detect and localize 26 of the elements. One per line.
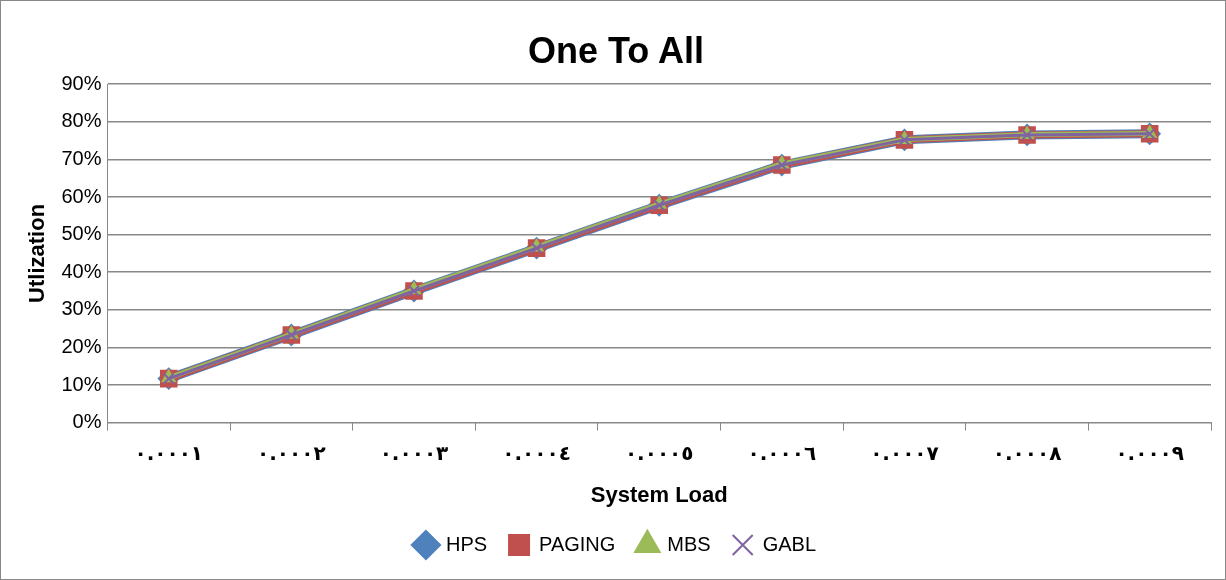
y-axis-title: Utlization	[24, 203, 50, 303]
x-tick-label: ٠.٠٠٠٨	[992, 440, 1062, 465]
x-tick-label: ٠.٠٠٠٦	[747, 440, 817, 465]
y-tick-label: 60%	[61, 184, 102, 207]
x-tick-label: ٠.٠٠٠٥	[624, 440, 694, 465]
x-tick-label: ٠.٠٠٠٢	[257, 440, 326, 465]
x-tick-label: ٠.٠٠٠٣	[379, 440, 449, 465]
legend-label: HPS	[445, 532, 488, 555]
x-tick-label: ٠.٠٠٠٤	[502, 440, 571, 465]
legend-label: PAGING	[539, 532, 616, 555]
x-tick-label: ٠.٠٠٠٧	[870, 440, 939, 465]
x-tick-label: ٠.٠٠٠٩	[1115, 440, 1185, 465]
y-tick-label: 90%	[61, 71, 102, 94]
y-tick-label: 70%	[61, 146, 102, 169]
y-tick-label: 50%	[61, 222, 102, 245]
legend-label: GABL	[762, 532, 817, 555]
chart-title: One To All	[528, 29, 704, 71]
y-tick-label: 0%	[72, 410, 102, 433]
x-axis-title: System Load	[590, 481, 728, 507]
y-tick-label: 40%	[61, 259, 102, 282]
y-tick-label: 30%	[61, 297, 102, 320]
legend-label: MBS	[667, 532, 711, 555]
y-tick-label: 20%	[61, 334, 102, 357]
y-tick-label: 80%	[61, 109, 102, 132]
y-tick-label: 10%	[61, 372, 102, 395]
x-tick-label: ٠.٠٠٠١	[134, 440, 204, 465]
